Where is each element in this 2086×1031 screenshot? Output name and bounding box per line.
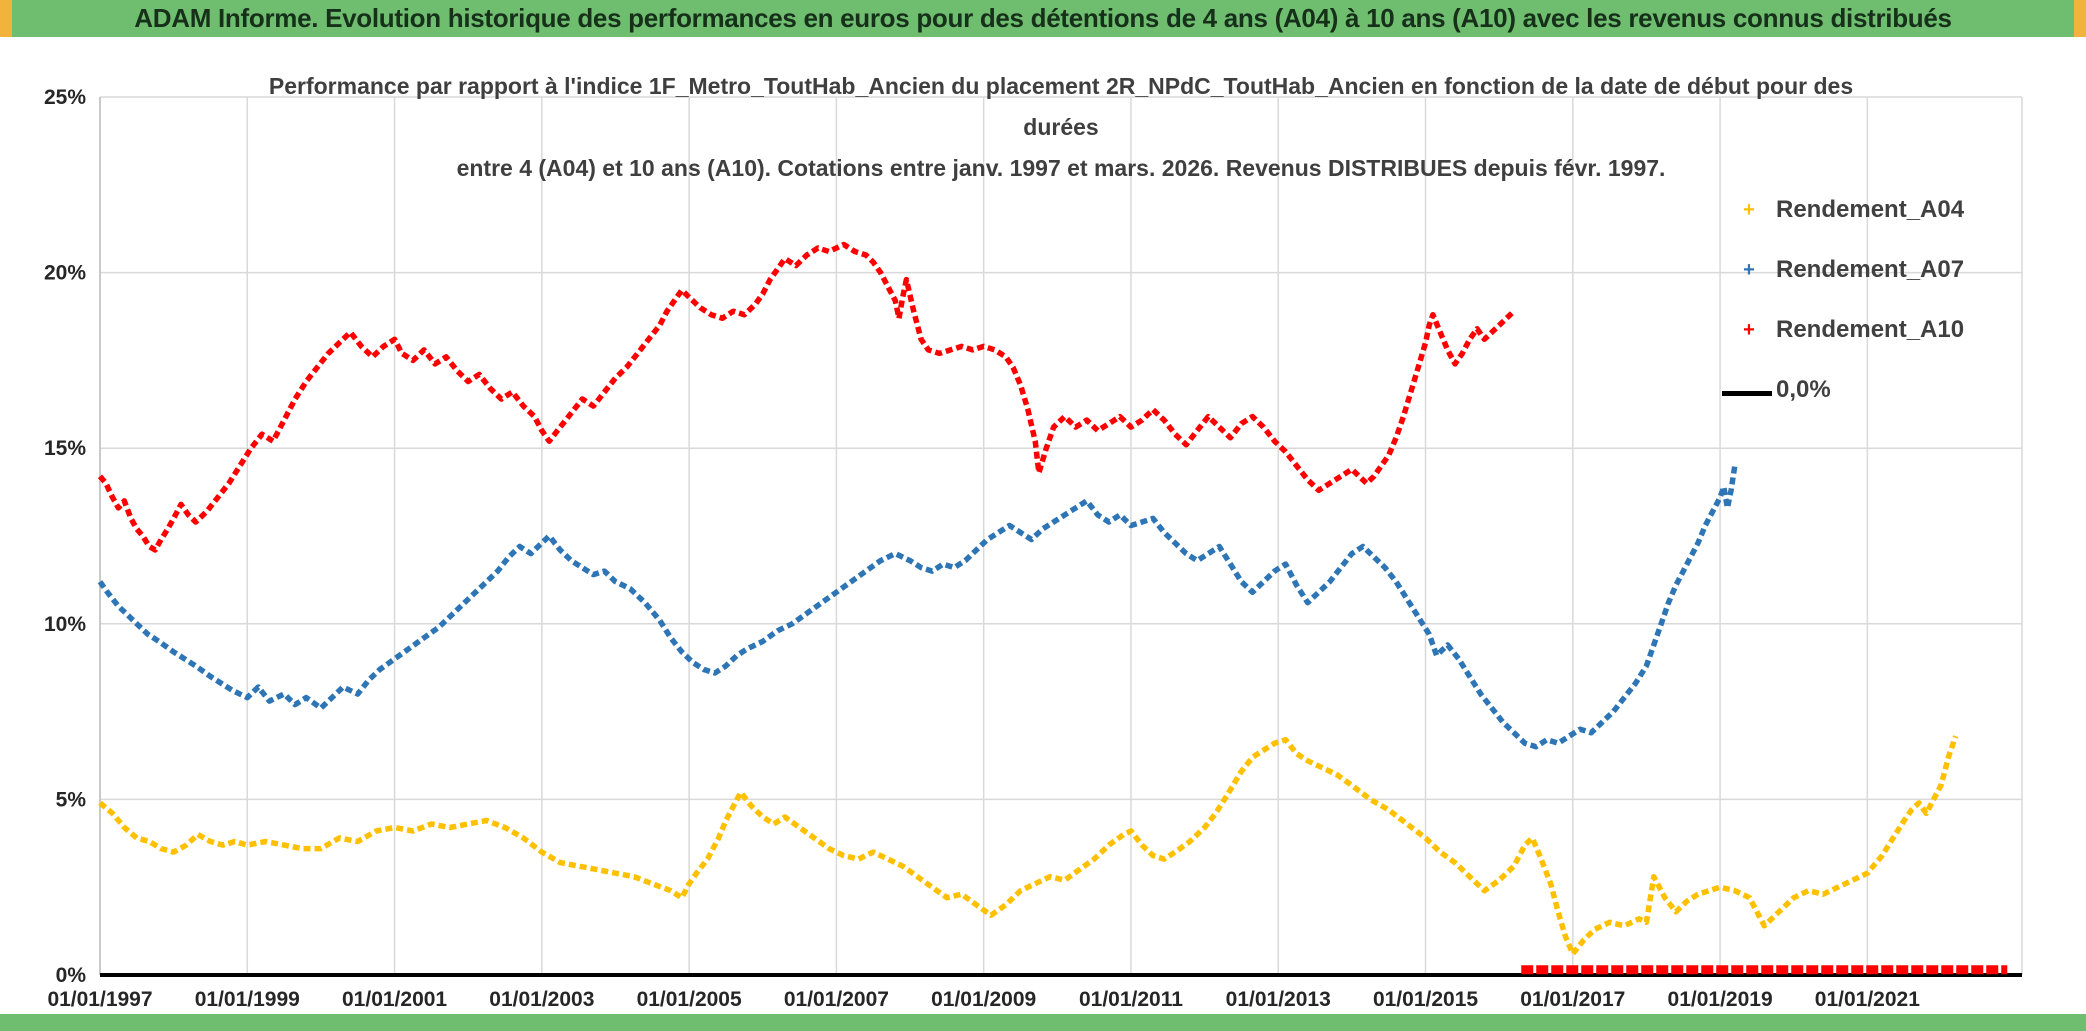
legend-label: Rendement_A07 [1776,256,1965,283]
x-tick-label: 01/01/2009 [931,988,1036,1011]
legend-item-zero: 0,0% [1722,360,1964,420]
x-tick-label: 01/01/2019 [1668,988,1773,1011]
chart-title-line-3: entre 4 (A04) et 10 ans (A10). Cotations… [456,155,1666,181]
x-tick-label: 01/01/2011 [1079,988,1183,1011]
zero-line-marker-icon [1722,380,1776,400]
x-tick-label: 01/01/2005 [637,988,742,1011]
banner-left-cap [0,0,12,37]
x-tick-label: 01/01/1997 [47,988,152,1011]
y-tick-label: 0% [56,964,87,987]
footer-strip [0,1014,2086,1031]
chart-title-line-2: durées [1023,114,1099,140]
plus-marker-icon: + [1743,319,1755,341]
y-tick-label: 25% [44,86,86,109]
series-Rendement_A04 [98,735,1959,957]
plus-marker-icon: + [1743,199,1755,221]
series-Rendement_A07 [97,465,1738,750]
legend-label: Rendement_A04 [1776,196,1965,223]
chart-title-line-1: Performance par rapport à l'indice 1F_Me… [268,73,1854,99]
banner-right-cap [2074,0,2086,37]
y-tick-label: 5% [56,788,87,811]
x-tick-label: 01/01/2007 [784,988,889,1011]
x-tick-label: 01/01/2017 [1520,988,1625,1011]
legend-label: Rendement_A10 [1776,316,1965,343]
legend-item-a04: + Rendement_A04 [1722,180,1964,240]
chart-legend: + Rendement_A04 + Rendement_A07 + Rendem… [1722,180,1964,420]
x-tick-label: 01/01/2021 [1815,988,1920,1011]
x-tick-label: 01/01/2013 [1226,988,1331,1011]
legend-item-a10: + Rendement_A10 [1722,300,1964,360]
y-tick-label: 15% [44,437,86,460]
header-banner: ADAM Informe. Evolution historique des p… [0,0,2086,37]
y-tick-label: 10% [44,613,86,636]
legend-item-a07: + Rendement_A07 [1722,240,1964,300]
chart-title: Performance par rapport à l'indice 1F_Me… [100,66,2022,189]
banner-title: ADAM Informe. Evolution historique des p… [134,3,1952,33]
y-tick-label: 20% [44,262,86,285]
legend-label: 0,0% [1776,376,1831,403]
x-tick-label: 01/01/1999 [195,988,300,1011]
plus-marker-icon: + [1743,259,1755,281]
x-tick-label: 01/01/2001 [342,988,447,1011]
x-tick-label: 01/01/2015 [1373,988,1478,1011]
x-tick-label: 01/01/2003 [489,988,594,1011]
series-Rendement_A10 [97,241,1516,553]
